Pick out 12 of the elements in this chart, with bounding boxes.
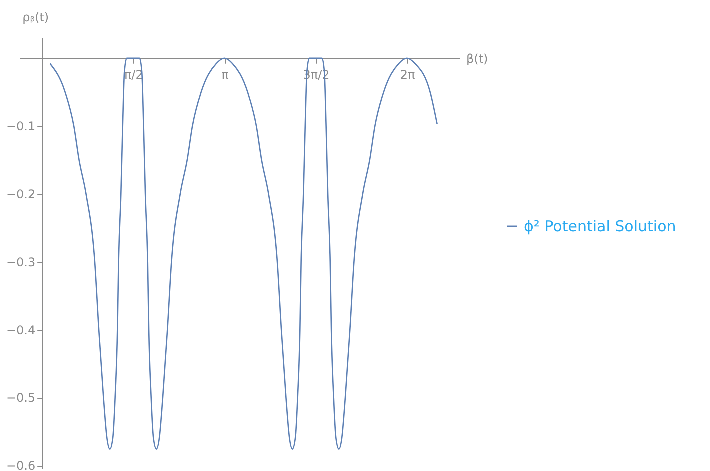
x-tick-label: π — [222, 68, 229, 82]
y-tick-label: −0.4 — [6, 323, 36, 338]
y-tick-label: −0.6 — [6, 459, 36, 471]
legend-label: ϕ² Potential Solution — [524, 218, 676, 236]
y-tick-label: −0.3 — [6, 255, 36, 270]
x-axis-title: β(t) — [466, 52, 488, 66]
x-tick-label: 2π — [400, 68, 416, 82]
y-axis-title: ρᵦ(t) — [22, 10, 50, 24]
y-tick-label: −0.5 — [6, 391, 36, 406]
line-series — [50, 58, 438, 450]
y-tick-label: −0.2 — [6, 188, 36, 202]
y-tick-label: −0.1 — [6, 120, 36, 134]
